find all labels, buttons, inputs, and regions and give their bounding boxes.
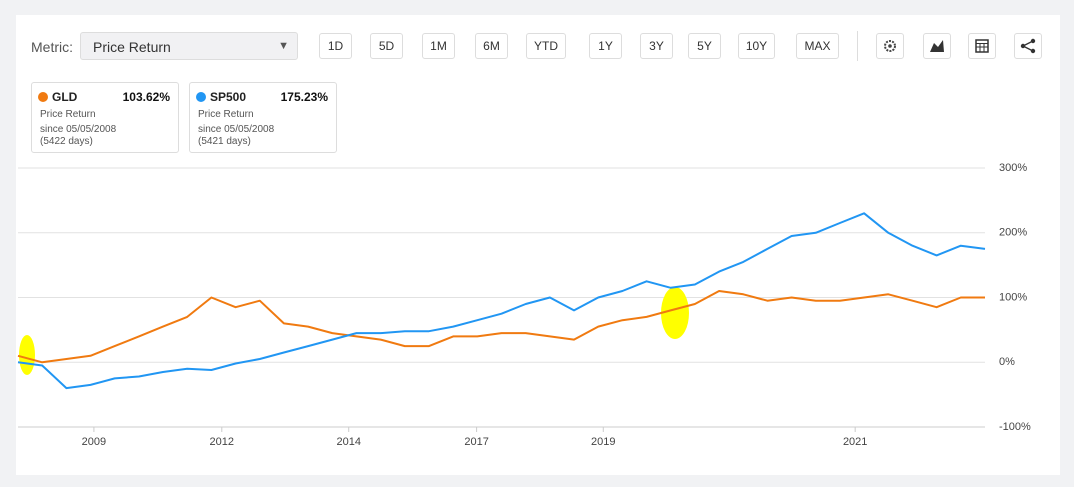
legend-name: SP500 bbox=[210, 90, 247, 104]
range-button[interactable]: 1D bbox=[319, 33, 352, 59]
icon bbox=[930, 40, 944, 52]
range-button[interactable]: 1M bbox=[422, 33, 455, 59]
range-button[interactable]: 6M bbox=[475, 33, 508, 59]
table-button[interactable] bbox=[968, 33, 996, 59]
series-line bbox=[17, 290, 985, 364]
legend-card[interactable]: GLD 103.62% Price Return since 05/05/2008 (5… bbox=[31, 82, 179, 153]
legend-days: (5422 days) bbox=[40, 136, 93, 147]
series-line bbox=[17, 212, 986, 390]
metric-select[interactable]: Price Return bbox=[80, 32, 298, 60]
legend-swatch bbox=[38, 92, 48, 102]
legend-name: GLD bbox=[52, 90, 78, 104]
x-tick-label: 2009 bbox=[82, 436, 106, 448]
range-button[interactable]: MAX bbox=[796, 33, 839, 59]
highlight bbox=[661, 287, 689, 339]
range-button[interactable]: 1Y bbox=[589, 33, 622, 59]
range-button[interactable]: 5Y bbox=[688, 33, 721, 59]
panel: -100% 0% 100% 200% 300% 2009 2012 2014 2017 2019 2… bbox=[16, 15, 1060, 475]
x-tick-label: 2014 bbox=[336, 436, 360, 448]
x-tick-label: 2017 bbox=[464, 436, 488, 448]
y-tick-label: 300% bbox=[999, 162, 1027, 174]
settings-button[interactable] bbox=[876, 33, 904, 59]
highlight bbox=[19, 335, 35, 375]
y-tick-label: -100% bbox=[999, 421, 1031, 433]
legend-metric: Price Return bbox=[40, 109, 96, 120]
legend-card[interactable]: SP500 175.23% Price Return since 05/05/2008… bbox=[189, 82, 337, 153]
legend-since: since 05/05/2008 bbox=[40, 124, 117, 135]
icon bbox=[975, 39, 989, 53]
chart-type-button[interactable] bbox=[923, 33, 951, 59]
legend-swatch bbox=[196, 92, 206, 102]
share-button[interactable] bbox=[1014, 33, 1042, 59]
legend-total: 103.62% bbox=[122, 90, 170, 104]
x-tick-label: 2019 bbox=[591, 436, 615, 448]
grid bbox=[18, 167, 985, 428]
metric-label: Metric: bbox=[31, 39, 73, 55]
legend-since: since 05/05/2008 bbox=[198, 124, 275, 135]
range-button[interactable]: 5D bbox=[370, 33, 403, 59]
y-tick-label: 100% bbox=[999, 291, 1027, 303]
y-tick-label: 200% bbox=[999, 227, 1027, 239]
x-tick-label: 2021 bbox=[843, 436, 867, 448]
legend-days: (5421 days) bbox=[198, 136, 251, 147]
legend-metric: Price Return bbox=[198, 109, 254, 120]
legend-total: 175.23% bbox=[280, 90, 328, 104]
range-button[interactable]: 10Y bbox=[738, 33, 775, 59]
range-button[interactable]: 3Y bbox=[640, 33, 673, 59]
x-tick-label: 2012 bbox=[210, 436, 234, 448]
y-tick-label: 0% bbox=[999, 356, 1015, 368]
range-button[interactable]: YTD bbox=[526, 33, 566, 59]
divider bbox=[857, 31, 858, 61]
chart: -100% 0% 100% 200% 300% 2009 2012 2014 2017 2019 2… bbox=[17, 162, 1031, 448]
icon bbox=[884, 40, 896, 52]
icon bbox=[1020, 38, 1036, 54]
